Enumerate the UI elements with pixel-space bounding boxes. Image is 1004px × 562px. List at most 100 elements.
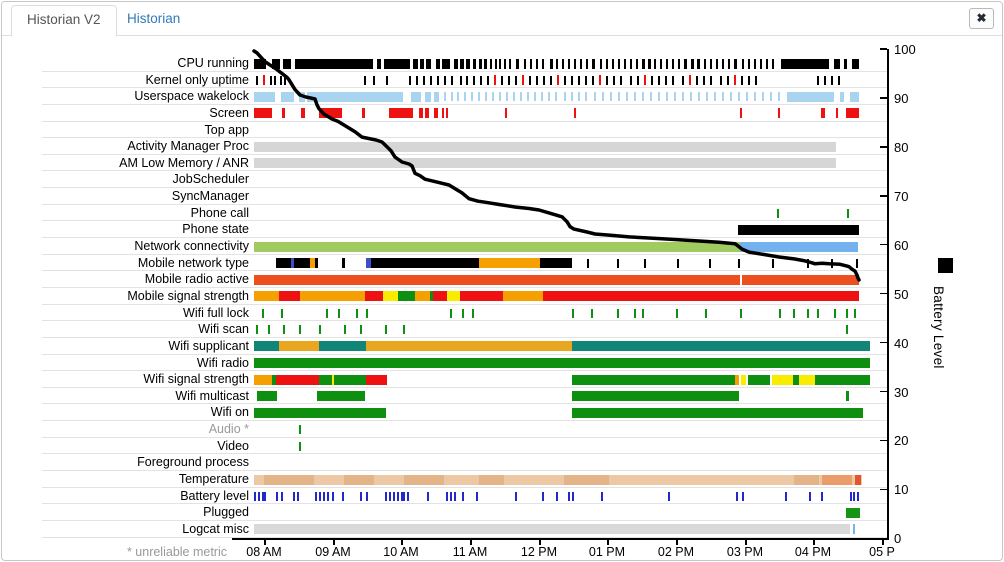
- row-track[interactable]: [254, 388, 887, 405]
- timeline-tick[interactable]: [630, 75, 632, 85]
- timeline-segment[interactable]: [689, 75, 691, 86]
- timeline-segment[interactable]: [557, 75, 559, 86]
- timeline-tick[interactable]: [585, 75, 587, 85]
- timeline-tick[interactable]: [319, 491, 321, 501]
- timeline-segment[interactable]: [279, 341, 319, 352]
- timeline-segment[interactable]: [522, 75, 524, 86]
- timeline-segment[interactable]: [636, 58, 638, 69]
- timeline-segment[interactable]: [479, 474, 504, 485]
- timeline-segment[interactable]: [434, 91, 439, 102]
- timeline-tick[interactable]: [430, 75, 432, 85]
- timeline-segment[interactable]: [642, 58, 645, 69]
- timeline-segment[interactable]: [272, 58, 280, 69]
- timeline-segment[interactable]: [254, 91, 275, 102]
- timeline-tick[interactable]: [710, 75, 712, 85]
- timeline-segment[interactable]: [606, 58, 608, 69]
- timeline-segment[interactable]: [738, 224, 859, 235]
- timeline-segment[interactable]: [794, 474, 819, 485]
- timeline-segment[interactable]: [772, 58, 774, 69]
- row-track[interactable]: [254, 371, 887, 388]
- timeline-segment[interactable]: [853, 524, 855, 535]
- timeline-segment[interactable]: [742, 58, 744, 69]
- timeline-tick[interactable]: [423, 75, 425, 85]
- timeline-tick[interactable]: [473, 75, 475, 85]
- timeline-tick[interactable]: [403, 325, 405, 335]
- timeline-tick[interactable]: [299, 425, 301, 435]
- timeline-tick[interactable]: [366, 491, 368, 501]
- timeline-tick[interactable]: [332, 491, 334, 501]
- timeline-segment[interactable]: [734, 75, 736, 86]
- timeline-segment[interactable]: [254, 141, 836, 152]
- timeline-segment[interactable]: [276, 258, 291, 269]
- timeline-segment[interactable]: [310, 258, 315, 269]
- timeline-tick[interactable]: [451, 92, 453, 102]
- timeline-segment[interactable]: [300, 291, 365, 302]
- timeline-tick[interactable]: [720, 75, 722, 85]
- row-track[interactable]: [254, 321, 887, 338]
- timeline-tick[interactable]: [846, 325, 848, 335]
- timeline-tick[interactable]: [727, 75, 729, 85]
- timeline-tick[interactable]: [846, 308, 848, 318]
- timeline-segment[interactable]: [254, 341, 279, 352]
- timeline-tick[interactable]: [793, 308, 795, 318]
- timeline-tick[interactable]: [472, 308, 474, 318]
- timeline-tick[interactable]: [620, 75, 622, 85]
- timeline-tick[interactable]: [274, 75, 276, 85]
- timeline-tick[interactable]: [618, 92, 620, 102]
- timeline-segment[interactable]: [479, 258, 540, 269]
- timeline-tick[interactable]: [722, 92, 724, 102]
- timeline-segment[interactable]: [366, 258, 371, 269]
- timeline-segment[interactable]: [572, 341, 870, 352]
- timeline-tick[interactable]: [386, 75, 388, 85]
- timeline-segment[interactable]: [434, 108, 438, 119]
- timeline-tick[interactable]: [409, 75, 411, 85]
- timeline-segment[interactable]: [855, 474, 861, 485]
- row-track[interactable]: [254, 271, 887, 288]
- timeline-tick[interactable]: [634, 308, 636, 318]
- timeline-segment[interactable]: [334, 374, 366, 385]
- timeline-tick[interactable]: [617, 258, 619, 268]
- timeline-tick[interactable]: [534, 92, 536, 102]
- timeline-tick[interactable]: [853, 491, 855, 501]
- timeline-segment[interactable]: [678, 58, 680, 69]
- timeline-tick[interactable]: [650, 92, 652, 102]
- timeline-segment[interactable]: [254, 374, 272, 385]
- row-track[interactable]: [254, 471, 887, 488]
- timeline-tick[interactable]: [658, 92, 660, 102]
- timeline-tick[interactable]: [740, 308, 742, 318]
- timeline-segment[interactable]: [254, 407, 386, 418]
- row-track[interactable]: [254, 221, 887, 238]
- timeline-segment[interactable]: [454, 58, 458, 69]
- timeline-tick[interactable]: [364, 75, 366, 85]
- timeline-tick[interactable]: [571, 75, 573, 85]
- timeline-segment[interactable]: [580, 58, 582, 69]
- row-track[interactable]: [254, 421, 887, 438]
- timeline-tick[interactable]: [578, 92, 580, 102]
- timeline-segment[interactable]: [466, 58, 470, 69]
- timeline-segment[interactable]: [499, 58, 501, 69]
- timeline-segment[interactable]: [411, 91, 421, 102]
- timeline-tick[interactable]: [564, 92, 566, 102]
- timeline-tick[interactable]: [256, 325, 258, 335]
- timeline-tick[interactable]: [416, 75, 418, 85]
- timeline-segment[interactable]: [430, 291, 433, 302]
- timeline-tick[interactable]: [779, 308, 781, 318]
- timeline-tick[interactable]: [342, 491, 344, 501]
- timeline-segment[interactable]: [748, 58, 750, 69]
- timeline-tick[interactable]: [778, 92, 780, 102]
- timeline-tick[interactable]: [617, 308, 619, 318]
- timeline-tick[interactable]: [564, 75, 566, 85]
- timeline-tick[interactable]: [736, 491, 738, 501]
- timeline-segment[interactable]: [612, 58, 614, 69]
- timeline-segment[interactable]: [672, 58, 674, 69]
- timeline-segment[interactable]: [257, 391, 277, 402]
- row-track[interactable]: [254, 404, 887, 421]
- timeline-segment[interactable]: [556, 58, 558, 69]
- timeline-tick[interactable]: [658, 75, 660, 85]
- timeline-segment[interactable]: [799, 374, 815, 385]
- timeline-segment[interactable]: [317, 391, 365, 402]
- timeline-tick[interactable]: [476, 491, 478, 501]
- timeline-segment[interactable]: [254, 291, 279, 302]
- timeline-tick[interactable]: [515, 75, 517, 85]
- timeline-segment[interactable]: [572, 391, 739, 402]
